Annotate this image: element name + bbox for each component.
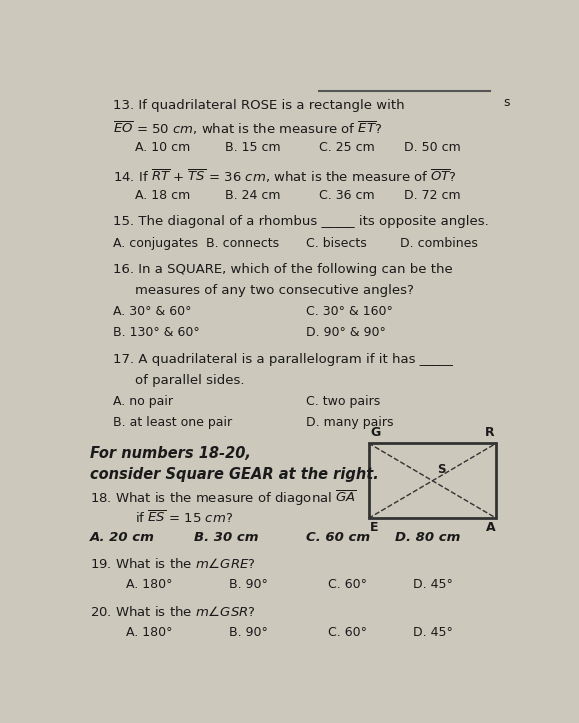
Text: 16. In a SQUARE, which of the following can be the: 16. In a SQUARE, which of the following … bbox=[113, 263, 453, 276]
Text: C. 36 cm: C. 36 cm bbox=[319, 189, 375, 202]
Text: C. 60°: C. 60° bbox=[328, 626, 367, 638]
Text: B. 90°: B. 90° bbox=[229, 626, 268, 638]
Bar bbox=[368, 443, 496, 518]
Text: D. 45°: D. 45° bbox=[413, 626, 453, 638]
Text: D. 72 cm: D. 72 cm bbox=[404, 189, 461, 202]
Text: 19. What is the $m\angle GRE$?: 19. What is the $m\angle GRE$? bbox=[90, 557, 256, 571]
Text: 17. A quadrilateral is a parallelogram if it has _____: 17. A quadrilateral is a parallelogram i… bbox=[113, 353, 453, 366]
Text: R: R bbox=[485, 427, 494, 440]
Text: B. 24 cm: B. 24 cm bbox=[225, 189, 280, 202]
Text: A. 180°: A. 180° bbox=[126, 578, 173, 591]
Text: D. 90° & 90°: D. 90° & 90° bbox=[306, 326, 386, 339]
Text: B. 15 cm: B. 15 cm bbox=[225, 141, 281, 154]
Text: A. conjugates  B. connects: A. conjugates B. connects bbox=[113, 236, 279, 249]
Text: D. 80 cm: D. 80 cm bbox=[395, 531, 461, 544]
Text: 14. If $\overline{RT}$ + $\overline{TS}$ = 36 $cm$, what is the measure of $\ove: 14. If $\overline{RT}$ + $\overline{TS}$… bbox=[113, 168, 457, 185]
Text: A. 18 cm: A. 18 cm bbox=[135, 189, 190, 202]
Text: 13. If quadrilateral ROSE is a rectangle with: 13. If quadrilateral ROSE is a rectangle… bbox=[113, 99, 404, 112]
Text: 20. What is the $m\angle GSR$?: 20. What is the $m\angle GSR$? bbox=[90, 604, 256, 619]
Text: E: E bbox=[369, 521, 378, 534]
Text: G: G bbox=[371, 427, 381, 440]
Text: C. 60 cm: C. 60 cm bbox=[306, 531, 370, 544]
Text: A. 10 cm: A. 10 cm bbox=[135, 141, 190, 154]
Text: C. two pairs: C. two pairs bbox=[306, 395, 380, 408]
Text: A. 20 cm: A. 20 cm bbox=[90, 531, 155, 544]
Text: B. 90°: B. 90° bbox=[229, 578, 268, 591]
Text: B. at least one pair: B. at least one pair bbox=[113, 416, 232, 429]
Text: if $\overline{ES}$ = 15 $cm$?: if $\overline{ES}$ = 15 $cm$? bbox=[135, 510, 233, 526]
Text: D. 50 cm: D. 50 cm bbox=[404, 141, 461, 154]
Text: C. 60°: C. 60° bbox=[328, 578, 367, 591]
Text: C. bisects: C. bisects bbox=[306, 236, 367, 249]
Text: C. 30° & 160°: C. 30° & 160° bbox=[306, 305, 393, 318]
Text: D. combines: D. combines bbox=[400, 236, 478, 249]
Text: D. 45°: D. 45° bbox=[413, 578, 453, 591]
Text: $\overline{EO}$ = 50 $cm$, what is the measure of $\overline{ET}$?: $\overline{EO}$ = 50 $cm$, what is the m… bbox=[113, 120, 382, 137]
Text: S: S bbox=[437, 463, 446, 476]
Text: s: s bbox=[503, 96, 510, 109]
Text: measures of any two consecutive angles?: measures of any two consecutive angles? bbox=[135, 284, 414, 297]
Text: A. 180°: A. 180° bbox=[126, 626, 173, 638]
Text: 15. The diagonal of a rhombus _____ its opposite angles.: 15. The diagonal of a rhombus _____ its … bbox=[113, 215, 489, 228]
Text: of parallel sides.: of parallel sides. bbox=[135, 374, 245, 387]
Text: A. no pair: A. no pair bbox=[113, 395, 173, 408]
Text: B. 30 cm: B. 30 cm bbox=[193, 531, 258, 544]
Text: A: A bbox=[486, 521, 496, 534]
Text: For numbers 18-20,: For numbers 18-20, bbox=[90, 446, 251, 461]
Text: A. 30° & 60°: A. 30° & 60° bbox=[113, 305, 191, 318]
Text: B. 130° & 60°: B. 130° & 60° bbox=[113, 326, 200, 339]
Text: D. many pairs: D. many pairs bbox=[306, 416, 393, 429]
Text: consider Square GEAR at the right.: consider Square GEAR at the right. bbox=[90, 467, 379, 482]
Text: 18. What is the measure of diagonal $\overline{GA}$: 18. What is the measure of diagonal $\ov… bbox=[90, 488, 357, 508]
Text: C. 25 cm: C. 25 cm bbox=[319, 141, 375, 154]
